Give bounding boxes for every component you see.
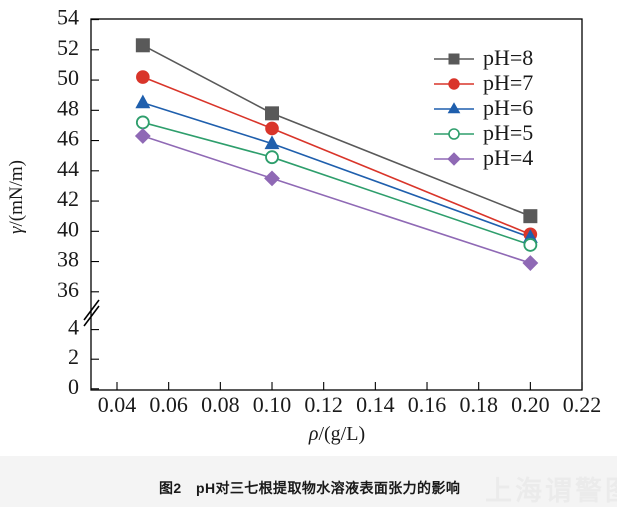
svg-text:0: 0 (68, 374, 79, 399)
svg-text:0.06: 0.06 (149, 392, 188, 417)
svg-text:42: 42 (57, 186, 79, 211)
svg-text:38: 38 (57, 247, 79, 272)
svg-text:pH=6: pH=6 (483, 95, 533, 120)
svg-text:50: 50 (57, 65, 79, 90)
svg-text:ρ/(g/L): ρ/(g/L) (308, 423, 365, 445)
svg-text:pH=7: pH=7 (483, 70, 533, 95)
svg-text:54: 54 (57, 5, 79, 30)
svg-text:52: 52 (57, 35, 79, 60)
svg-text:pH=4: pH=4 (483, 145, 533, 170)
svg-text:36: 36 (57, 277, 79, 302)
svg-text:0.18: 0.18 (459, 392, 498, 417)
svg-text:0.12: 0.12 (304, 392, 343, 417)
svg-text:pH=5: pH=5 (483, 120, 533, 145)
svg-text:48: 48 (57, 95, 79, 120)
svg-text:0.08: 0.08 (201, 392, 240, 417)
svg-text:2: 2 (68, 344, 79, 369)
svg-text:46: 46 (57, 126, 79, 151)
svg-text:γ/(mN/m): γ/(mN/m) (6, 160, 27, 234)
svg-text:0.16: 0.16 (408, 392, 447, 417)
svg-text:0.22: 0.22 (563, 392, 602, 417)
svg-text:4: 4 (68, 315, 79, 340)
svg-text:0.04: 0.04 (98, 392, 137, 417)
svg-text:0.10: 0.10 (253, 392, 292, 417)
svg-text:0.20: 0.20 (511, 392, 550, 417)
svg-text:40: 40 (57, 216, 79, 241)
svg-text:44: 44 (57, 156, 79, 181)
svg-text:0.14: 0.14 (356, 392, 395, 417)
svg-text:pH=8: pH=8 (483, 45, 533, 70)
